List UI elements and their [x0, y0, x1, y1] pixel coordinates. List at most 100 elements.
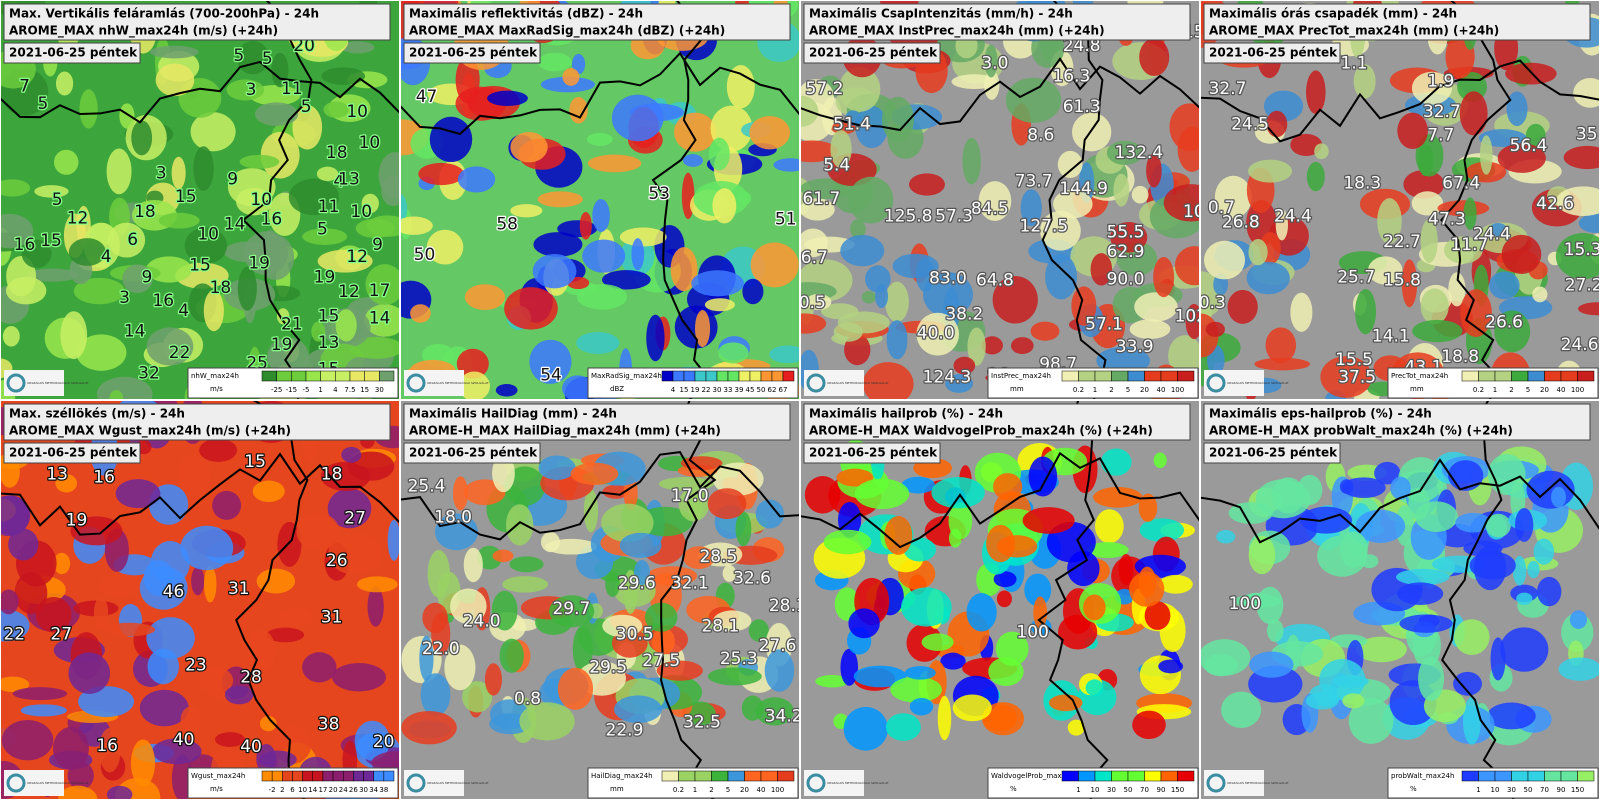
date-box [803, 42, 941, 64]
field-blob [962, 137, 981, 185]
colorbar-cell [771, 370, 784, 382]
map-value-label: 5.4 [823, 155, 850, 175]
colorbar-tick-label: 26 [349, 786, 358, 794]
field-blob [1390, 476, 1411, 500]
field-blob [1158, 574, 1193, 594]
field-blob [429, 116, 473, 163]
field-blob [903, 537, 937, 562]
field-blob [1205, 321, 1225, 337]
colorbar-tick-label: 10 [298, 786, 307, 794]
field-blob [214, 732, 245, 747]
colorbar-cell [1094, 770, 1112, 782]
field-blob [890, 676, 942, 703]
field-blob [504, 287, 558, 330]
panel-date: 2021-06-25 péntek [409, 46, 538, 60]
field-blob [844, 334, 871, 366]
field-blob [57, 785, 98, 800]
field-blob [109, 390, 124, 400]
panel-date: 2021-06-25 péntek [1209, 446, 1338, 460]
field-blob [1005, 77, 1062, 123]
map-value-label: 34.2 [765, 706, 803, 726]
colorbar-cell [373, 770, 385, 782]
field-blob [0, 589, 19, 615]
field-blob [1368, 256, 1403, 285]
date-box [3, 42, 141, 64]
field-blob [259, 715, 277, 732]
field-blob [1030, 321, 1060, 341]
field-blob [937, 695, 952, 741]
field-blob [70, 516, 123, 546]
field-blob [1555, 232, 1600, 280]
field-blob [1203, 654, 1238, 677]
field-blob [420, 673, 451, 717]
field-blob [1094, 509, 1124, 544]
colorbar-tick-label: 2 [1109, 386, 1113, 394]
field-blob [1463, 197, 1477, 230]
colorbar-tick-label: 70 [1540, 786, 1549, 794]
colorbar-cell [694, 770, 712, 782]
map-value-label: 20 [373, 732, 395, 752]
colorbar-cell [705, 370, 718, 382]
map-value-label: 18.0 [434, 507, 472, 527]
field-blob [484, 663, 502, 696]
colorbar-tick-label: 5 [1526, 386, 1530, 394]
field-blob [180, 525, 234, 571]
field-blob [533, 232, 583, 257]
title-box [403, 403, 791, 441]
field-blob [1551, 486, 1566, 508]
colorbar-tick-label: 15 [680, 386, 689, 394]
field-blob [26, 268, 78, 282]
colorbar-cell [777, 770, 795, 782]
field-blob [1573, 78, 1600, 108]
field-blob [1265, 327, 1297, 364]
legend-name: MaxRadSig_max24h [591, 372, 662, 380]
map-value-label: 5 [37, 94, 48, 114]
map-value-label: 11 [281, 79, 303, 99]
field-blob [1500, 627, 1549, 672]
panel-subtitle: AROME-H_MAX HailDiag_max24h (mm) (+24h) [409, 424, 721, 439]
panel-subtitle: AROME_MAX nhW_max24h (m/s) (+24h) [9, 24, 278, 39]
colorbar-tick-label: 45 [746, 386, 755, 394]
map-value-label: 14 [369, 308, 391, 328]
map-value-label: 22.0 [422, 639, 460, 659]
field-blob [1411, 71, 1453, 105]
map-value-label: 25.4 [408, 477, 446, 497]
field-blob [1266, 110, 1288, 138]
field-blob [1487, 702, 1536, 730]
colorbar-cell [1160, 770, 1178, 782]
map-value-label: 6 [127, 230, 138, 250]
colorbar-tick-label: 22 [702, 386, 711, 394]
map-value-label: 16.3 [1052, 67, 1090, 87]
title-box [803, 403, 1191, 441]
field-blob [146, 327, 194, 366]
field-blob [1497, 143, 1546, 173]
colorbar-cell [1544, 370, 1562, 382]
field-blob [1138, 566, 1157, 598]
field-blob [247, 629, 276, 673]
field-blob [712, 188, 737, 224]
colorbar-tick-label: 70 [1140, 786, 1149, 794]
field-blob [1267, 619, 1284, 643]
map-value-label: 19 [66, 510, 88, 530]
map-value-label: 15.8 [1383, 271, 1421, 291]
field-blob [131, 120, 153, 156]
title-box [803, 3, 1191, 41]
field-blob [316, 166, 339, 182]
field-blob [499, 638, 524, 673]
colorbar-tick-label: 4 [333, 386, 338, 394]
logo-icon [1206, 773, 1226, 793]
field-blob [750, 242, 799, 288]
field-blob [1455, 512, 1492, 533]
field-blob [158, 212, 200, 229]
field-blob [1412, 319, 1463, 343]
field-blob [1501, 234, 1542, 274]
colorbar-cell [305, 370, 321, 382]
colorbar-cell [1177, 770, 1195, 782]
field-blob [748, 619, 769, 642]
colorbar-cell [1560, 770, 1578, 782]
field-blob [212, 490, 242, 520]
field-blob [967, 327, 986, 366]
panel-title: Max. Vertikális feláramlás (700-200hPa) … [9, 7, 319, 21]
logo-text: ORSZÁGOS METEOROLÓGIAI SZOLGÁLAT [27, 780, 89, 785]
field-blob [540, 531, 560, 553]
